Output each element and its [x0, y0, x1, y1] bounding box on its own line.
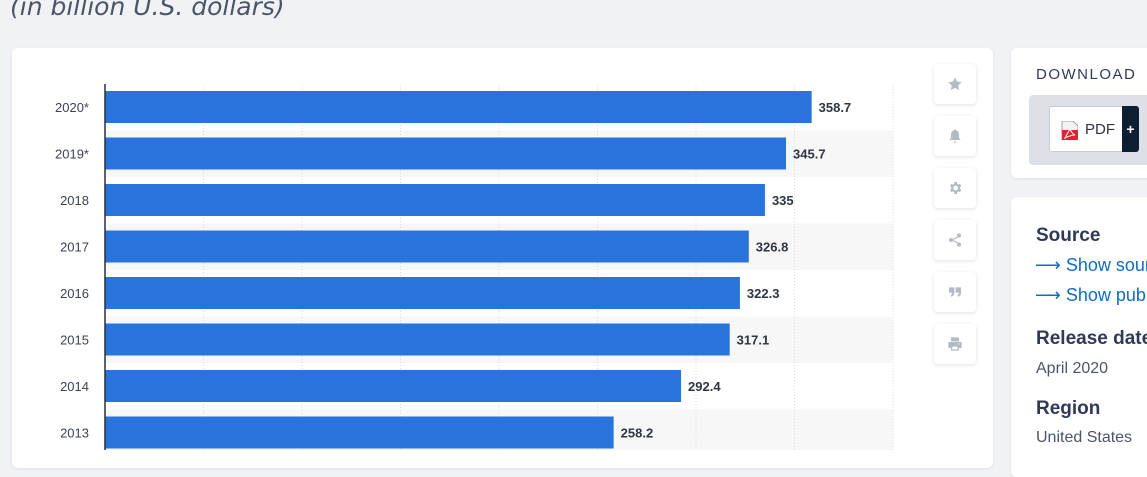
bar [105, 230, 749, 263]
show-publisher-link[interactable]: ⟶ Show pub [1035, 285, 1146, 306]
bar [105, 416, 614, 449]
chart-toolbar [934, 64, 976, 376]
bell-icon [949, 129, 961, 143]
region-value: United States [1036, 429, 1133, 446]
bar-value-label: 326.8 [756, 240, 789, 255]
category-label: 2017 [60, 240, 89, 255]
show-source-link[interactable]: ⟶ Show sour [1035, 255, 1147, 276]
bar-value-label: 345.7 [793, 147, 826, 162]
bar-chart: 358.7 2020* 345.7 2019* 335 2018 326.8 2017 322.… [55, 84, 894, 450]
category-label: 2015 [60, 333, 89, 348]
bar [105, 277, 740, 309]
release-date-value: April 2020 [1036, 360, 1109, 377]
bar-value-label: 335 [772, 193, 794, 208]
settings-button[interactable] [934, 168, 976, 208]
download-title: DOWNLOAD [1036, 66, 1137, 83]
print-icon [948, 337, 962, 351]
release-date-heading: Release date [1036, 328, 1147, 349]
region-heading: Region [1036, 398, 1101, 419]
cite-button[interactable] [934, 272, 976, 312]
notification-button[interactable] [934, 116, 976, 156]
source-heading: Source [1036, 225, 1101, 246]
show-publisher-label: Show pub [1065, 285, 1146, 305]
quote-icon [949, 287, 961, 297]
pdf-label: PDF [1085, 121, 1115, 138]
bar-value-label: 292.4 [688, 379, 721, 394]
star-icon [948, 77, 962, 91]
show-source-label: Show sour [1065, 255, 1147, 275]
bar-value-label: 322.3 [747, 286, 780, 301]
bar-value-label: 258.2 [621, 426, 654, 441]
bar [105, 91, 812, 123]
bar [105, 184, 765, 216]
bar-value-label: 358.7 [819, 100, 852, 115]
pdf-icon [1061, 121, 1078, 140]
bar [105, 370, 682, 402]
bar [105, 323, 730, 356]
category-label: 2016 [60, 286, 89, 301]
category-label: 2019* [55, 147, 89, 162]
chart-subtitle: (in billion U.S. dollars) [10, 0, 285, 21]
print-button[interactable] [934, 324, 976, 364]
download-pdf-button[interactable]: PDF + [1049, 106, 1139, 152]
download-options: PDF + [1029, 95, 1147, 165]
info-panel: Source ⟶ Show sour ⟶ Show pub Release da… [1011, 197, 1147, 477]
category-label: 2020* [55, 100, 89, 115]
category-label: 2018 [60, 193, 89, 208]
share-button[interactable] [934, 220, 976, 260]
download-panel: DOWNLOAD PDF + [1011, 48, 1147, 178]
chart-card: 358.7 2020* 345.7 2019* 335 2018 326.8 2017 322.… [12, 48, 993, 468]
favorite-button[interactable] [934, 64, 976, 104]
pdf-options-button[interactable]: + [1122, 106, 1139, 152]
category-label: 2014 [60, 379, 89, 394]
bar [105, 137, 787, 170]
category-label: 2013 [60, 426, 89, 441]
share-icon [949, 233, 961, 247]
arrow-right-icon: ⟶ [1035, 255, 1061, 275]
arrow-right-icon: ⟶ [1035, 285, 1061, 305]
gear-icon [950, 182, 962, 194]
bar-value-label: 317.1 [737, 333, 770, 348]
